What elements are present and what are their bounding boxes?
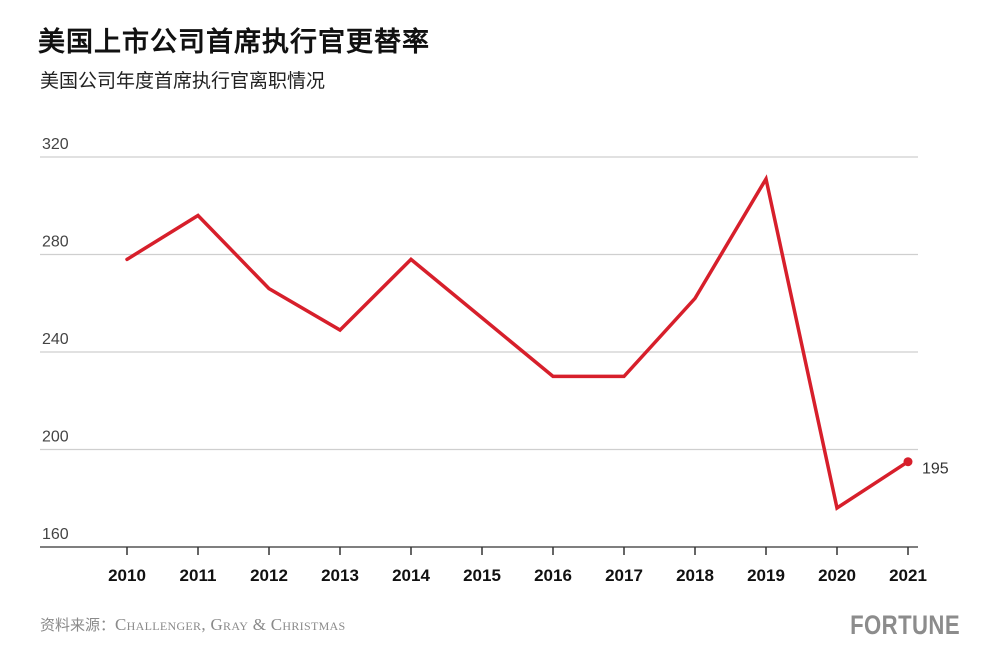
x-tick-label: 2013 bbox=[321, 566, 359, 585]
series-line bbox=[125, 174, 910, 511]
x-tick-label: 2011 bbox=[180, 566, 217, 585]
source-label: 资料来源： bbox=[40, 616, 116, 634]
y-tick-label: 160 bbox=[42, 526, 69, 543]
x-tick-label: 2012 bbox=[250, 566, 288, 585]
chart-title: 美国上市公司首席执行官更替率 bbox=[38, 27, 430, 58]
chart-subtitle: 美国公司年度首席执行官离职情况 bbox=[40, 70, 326, 92]
fortune-logo: FORTUNE bbox=[850, 610, 960, 640]
y-tick-label: 320 bbox=[42, 136, 69, 153]
x-tick-label: 2010 bbox=[108, 566, 146, 585]
source-text: Challenger, Gray & Christmas bbox=[115, 615, 346, 634]
x-tick-label: 2021 bbox=[889, 566, 927, 585]
x-tick-label: 2016 bbox=[534, 566, 572, 585]
x-tick-label: 2015 bbox=[463, 566, 501, 585]
y-tick-label: 280 bbox=[42, 234, 69, 251]
end-value-label: 195 bbox=[922, 461, 949, 478]
x-tick-label: 2018 bbox=[676, 566, 714, 585]
x-tick-label: 2014 bbox=[392, 566, 430, 585]
source-note: 资料来源：Challenger, Gray & Christmas bbox=[40, 614, 346, 635]
y-tick-label: 200 bbox=[42, 429, 69, 446]
x-tick-label: 2019 bbox=[747, 566, 785, 585]
end-point-marker bbox=[903, 457, 913, 467]
x-tick-label: 2017 bbox=[605, 566, 643, 585]
x-tick-label: 2020 bbox=[818, 566, 856, 585]
y-tick-label: 240 bbox=[42, 331, 69, 348]
